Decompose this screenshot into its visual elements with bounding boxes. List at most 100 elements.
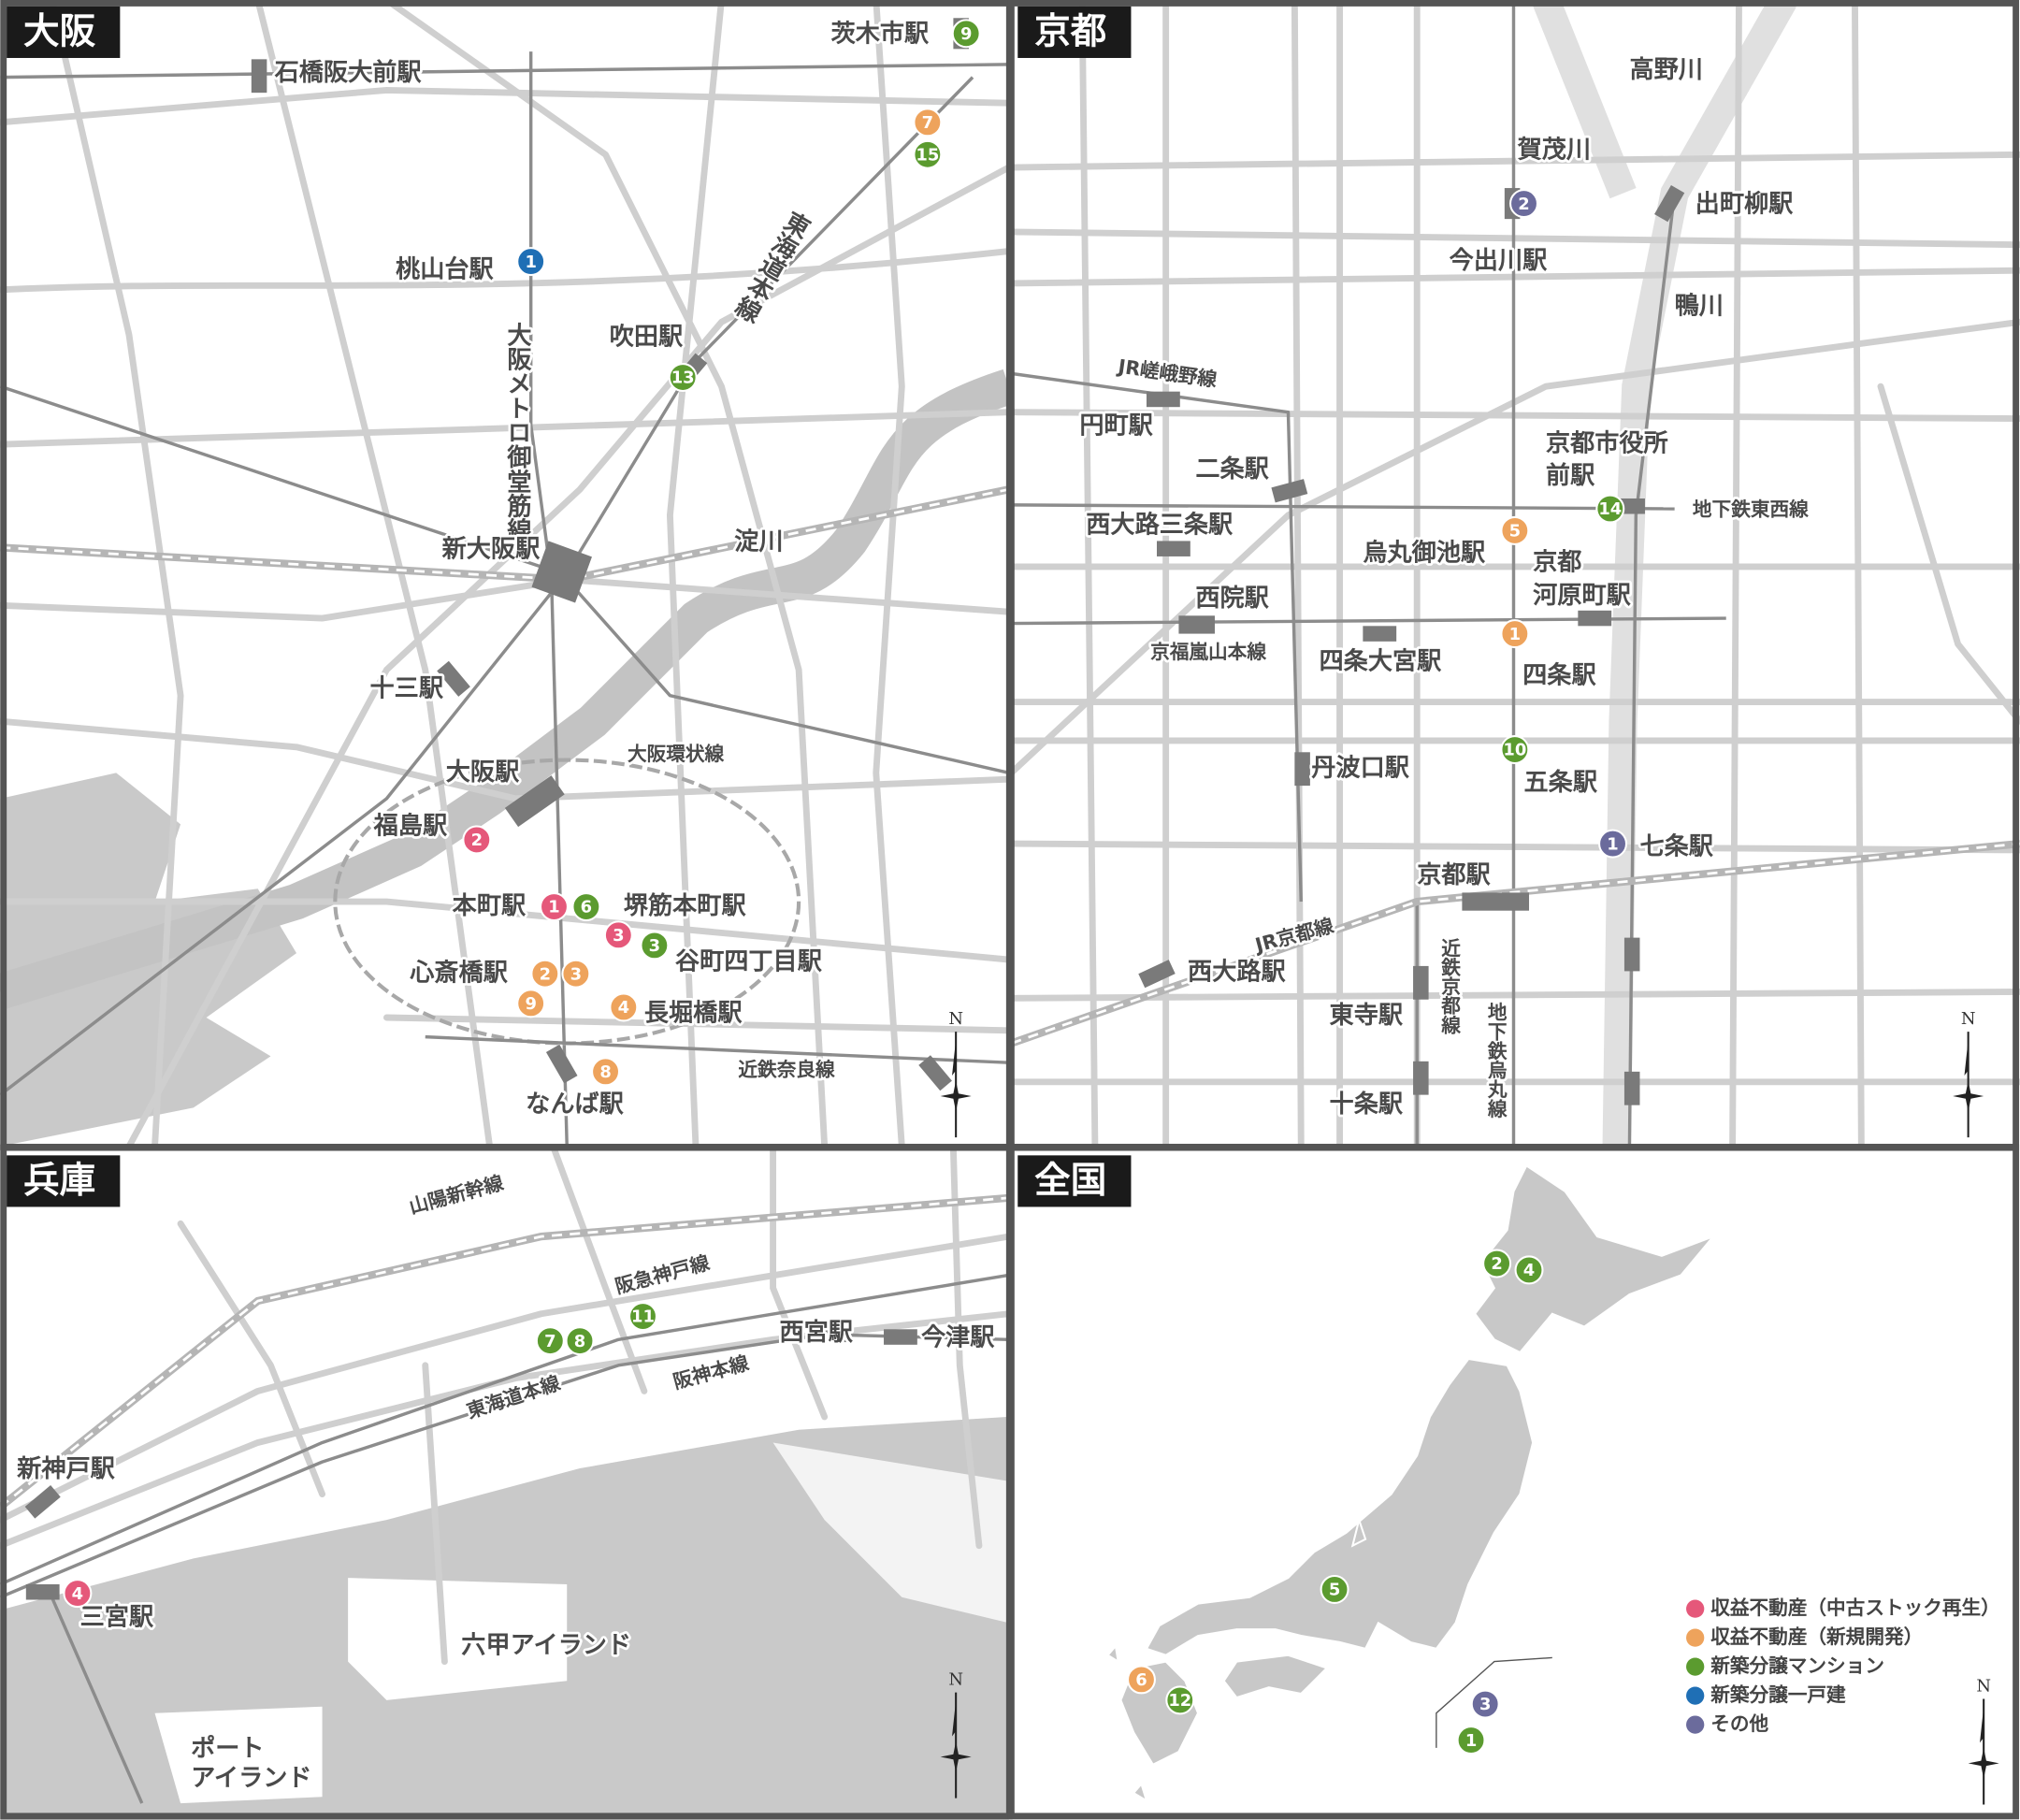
north-label: N: [1961, 1009, 1976, 1029]
property-marker: 4: [609, 992, 639, 1022]
marker-number: 4: [618, 998, 629, 1018]
yodo-river: [0, 368, 1009, 1009]
property-marker: 6: [571, 892, 601, 922]
marker-circle: [462, 825, 492, 855]
marker-number: 3: [649, 936, 660, 956]
place-label: 地下鉄烏丸線: [1484, 1002, 1508, 1119]
place-label: 大阪環状線: [628, 743, 725, 765]
marker-number: 9: [960, 24, 972, 44]
rails: [0, 51, 1009, 1147]
legend-swatch: [1686, 1628, 1705, 1647]
roads: [0, 1148, 1009, 1666]
place-label: 淀川: [734, 527, 783, 556]
legend-swatch: [1686, 1599, 1705, 1618]
place-label: 茨木市駅: [831, 20, 930, 49]
panel-title-bg: [7, 1155, 121, 1207]
marker-number: 4: [1523, 1261, 1535, 1280]
place-label: 本町駅: [452, 892, 527, 920]
place-label: 福島駅: [373, 813, 448, 841]
marker-number: 2: [1518, 195, 1529, 214]
marker-number: 1: [525, 253, 536, 272]
property-marker: 1: [1456, 1726, 1486, 1755]
marker-circle: [516, 989, 546, 1018]
marker-number: 3: [570, 964, 582, 984]
osaka-map: [0, 0, 1009, 1147]
property-marker: 11: [628, 1302, 657, 1332]
marker-circle: [1500, 515, 1530, 545]
place-label: 四条駅: [1522, 662, 1596, 690]
property-marker: 2: [530, 959, 560, 989]
place-label: 新大阪駅: [441, 536, 541, 564]
marker-circle: [1500, 735, 1530, 765]
place-label: 賀茂川: [1517, 137, 1591, 165]
place-label: 堺筋本町駅: [624, 891, 747, 920]
property-marker: 3: [561, 959, 591, 989]
legend-label: 収益不動産（中古ストック再生）: [1710, 1596, 2000, 1619]
property-marker: 4: [1514, 1255, 1544, 1285]
marker-number: 14: [1598, 499, 1622, 519]
property-marker: 15: [913, 139, 943, 169]
marker-circle: [539, 892, 569, 922]
place-label: 三宮駅: [80, 1603, 154, 1631]
place-label: 京都: [1533, 548, 1581, 576]
place-label: 西大路駅: [1188, 957, 1286, 986]
property-marker: 9: [951, 19, 981, 49]
marker-circle: [1320, 1574, 1349, 1604]
place-label: 六甲アイランド: [461, 1632, 631, 1660]
place-label: 出町柳駅: [1695, 189, 1794, 218]
place-label: 今出川駅: [1450, 247, 1548, 275]
hyogo-map: [0, 1148, 1009, 1820]
place-label: 吹田駅: [610, 323, 684, 351]
property-marker: 5: [1500, 515, 1530, 545]
place-label: 今津駅: [921, 1323, 995, 1351]
marker-number: 12: [1168, 1691, 1191, 1711]
marker-number: 11: [631, 1307, 655, 1327]
marker-circle: [530, 959, 560, 989]
place-label: 西大路三条駅: [1086, 510, 1234, 539]
marker-circle: [63, 1579, 93, 1609]
place-label: 七条駅: [1639, 833, 1713, 861]
property-marker: 5: [1320, 1574, 1349, 1604]
legend-label: 新築分譲マンション: [1710, 1654, 1884, 1677]
marker-circle: [1126, 1665, 1156, 1695]
marker-number: 13: [671, 368, 695, 388]
marker-number: 2: [1491, 1254, 1502, 1274]
property-marker: 1: [539, 892, 569, 922]
place-label: 京都市役所: [1546, 429, 1668, 458]
place-label: 大阪駅: [446, 758, 520, 787]
roads: [1011, 0, 2020, 1147]
property-marker: 7: [535, 1326, 565, 1356]
panel-title: 兵庫: [23, 1160, 95, 1202]
marker-number: 6: [581, 898, 592, 917]
property-marker: 14: [1595, 494, 1625, 524]
marker-circle: [1509, 189, 1539, 219]
kyoto-map: [1011, 0, 2020, 1147]
property-marker: 4: [63, 1579, 93, 1609]
place-label: 四条大宮駅: [1320, 647, 1443, 675]
property-marker: 3: [640, 931, 670, 961]
place-label: 近鉄京都線: [1438, 937, 1462, 1035]
panel-title: 大阪: [23, 10, 96, 52]
place-label: ポート: [191, 1734, 264, 1763]
rokko-island: [348, 1578, 568, 1700]
coast: [772, 1442, 1009, 1624]
marker-number: 1: [1465, 1731, 1477, 1751]
north-label: N: [1976, 1676, 1991, 1696]
japan-shape: [1106, 1163, 1717, 1803]
marker-circle: [591, 1057, 621, 1087]
place-label: 谷町四丁目駅: [675, 947, 823, 975]
panel-title: 全国: [1034, 1160, 1106, 1202]
property-marker: 8: [591, 1057, 621, 1087]
marker-number: 8: [599, 1062, 611, 1082]
property-marker: 6: [1126, 1665, 1156, 1695]
place-label: 近鉄奈良線: [738, 1058, 835, 1080]
marker-circle: [913, 108, 943, 137]
compass-star: [940, 1080, 972, 1112]
place-label: 高野川: [1629, 56, 1702, 84]
place-label: 京都駅: [1417, 861, 1491, 889]
place-label: 桃山台駅: [396, 255, 494, 284]
property-marker: 9: [516, 989, 546, 1018]
japan-map: [1106, 1163, 1717, 1803]
place-label: 地下鉄東西線: [1693, 498, 1809, 520]
